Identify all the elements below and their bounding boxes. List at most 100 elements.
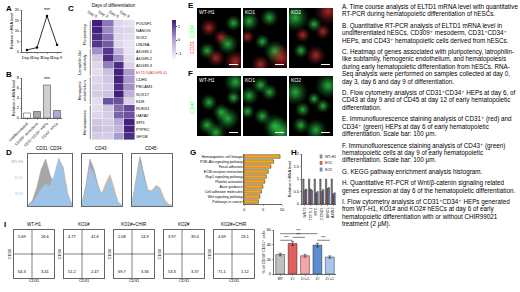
svg-text:CD34: CD34 xyxy=(7,248,12,259)
svg-text:***: *** xyxy=(321,235,326,240)
svg-text:ADGRL2: ADGRL2 xyxy=(136,56,153,61)
svg-text:Rap1 signaling pathway: Rap1 signaling pathway xyxy=(206,175,243,179)
svg-text:10: 10 xyxy=(15,28,20,33)
svg-text:ADGRL3: ADGRL3 xyxy=(136,63,153,68)
svg-text:26.6: 26.6 xyxy=(41,234,50,239)
svg-text:LIN28A: LIN28A xyxy=(136,42,150,47)
svg-text:WT: WT xyxy=(277,277,283,281)
svg-text:SOX2: SOX2 xyxy=(136,35,147,40)
svg-text:3.41: 3.41 xyxy=(41,269,50,274)
svg-text:KO1: KO1 xyxy=(325,161,332,165)
svg-text:CD31⁺CD34⁺ HEPs: CD31⁺CD34⁺ HEPs xyxy=(23,122,49,148)
svg-text:0: 0 xyxy=(269,271,272,276)
svg-text:2.47: 2.47 xyxy=(91,269,100,274)
svg-text:0: 0 xyxy=(297,201,300,206)
svg-text:B: B xyxy=(6,70,12,79)
svg-text:51.2: 51.2 xyxy=(68,269,77,274)
svg-text:Day 3: Day 3 xyxy=(32,55,43,60)
svg-text:CD31: CD31 xyxy=(79,278,90,283)
svg-text:POU5F1: POU5F1 xyxy=(136,21,152,26)
svg-text:20: 20 xyxy=(267,257,272,262)
svg-text:4.69: 4.69 xyxy=(218,234,227,239)
svg-text:A: A xyxy=(6,4,12,13)
svg-text:KO2#: KO2# xyxy=(178,222,190,227)
svg-text:1: 1 xyxy=(178,24,181,29)
svg-text:Undifferentiated: Undifferentiated xyxy=(8,122,29,143)
svg-text:KDR: KDR xyxy=(136,99,145,104)
svg-text:10: 10 xyxy=(280,207,285,212)
svg-text:RUNX1: RUNX1 xyxy=(136,106,150,111)
svg-text:Days of differentiation: Days of differentiation xyxy=(92,3,136,8)
svg-text:24.9: 24.9 xyxy=(141,234,150,239)
svg-text:ADGRL1: ADGRL1 xyxy=(136,49,153,54)
svg-text:2.08: 2.08 xyxy=(118,234,127,239)
svg-text:***: *** xyxy=(44,76,50,82)
svg-text:% of CD34⁺CD31⁺ cells: % of CD34⁺CD31⁺ cells xyxy=(261,231,266,274)
svg-text:H: H xyxy=(291,148,297,157)
svg-text:CCND1: CCND1 xyxy=(320,208,324,220)
svg-text:5: 5 xyxy=(17,39,20,44)
svg-text:5: 5 xyxy=(262,207,265,212)
svg-text:15: 15 xyxy=(15,18,20,23)
svg-text:1: 1 xyxy=(297,176,300,181)
svg-text:41.6: 41.6 xyxy=(91,234,100,239)
svg-text:Latrophilin-likesubfamily: Latrophilin-likesubfamily xyxy=(78,50,87,74)
svg-text:PTPRC: PTPRC xyxy=(136,127,150,132)
svg-text:GFI1B: GFI1B xyxy=(136,134,148,139)
svg-text:NANOG: NANOG xyxy=(136,28,151,33)
svg-text:0: 0 xyxy=(17,49,20,54)
svg-text:Hematopoietic cell lineage: Hematopoietic cell lineage xyxy=(202,155,243,159)
svg-text:4: 4 xyxy=(17,95,20,100)
svg-text:Day 6: Day 6 xyxy=(108,9,120,19)
svg-text:60: 60 xyxy=(267,227,272,232)
svg-text:0: 0 xyxy=(17,115,20,120)
svg-text:KO2#+CHIR: KO2#+CHIR xyxy=(221,222,247,227)
svg-text:ECM-receptor interaction: ECM-receptor interaction xyxy=(204,170,243,174)
svg-text:CD34: CD34 xyxy=(107,248,112,259)
svg-text:Relative mRNA level: Relative mRNA level xyxy=(287,161,292,198)
svg-text:53.3: 53.3 xyxy=(168,269,177,274)
svg-text:I: I xyxy=(4,220,6,229)
svg-text:***: *** xyxy=(296,228,301,233)
svg-text:CD309⁺ mesoderm: CD309⁺ mesoderm xyxy=(14,122,39,147)
svg-text:MYC: MYC xyxy=(314,207,318,215)
svg-text:CD34: CD34 xyxy=(57,248,62,259)
svg-text:SOX17: SOX17 xyxy=(136,92,150,97)
svg-text:4.77: 4.77 xyxy=(68,234,77,239)
svg-text:CD31: CD31 xyxy=(29,278,40,283)
svg-text:WT-H1: WT-H1 xyxy=(11,159,24,164)
svg-text:69.7: 69.7 xyxy=(118,269,127,274)
svg-text:Axon guidance: Axon guidance xyxy=(220,185,243,189)
svg-text:0.5: 0.5 xyxy=(294,189,300,194)
svg-text:***: *** xyxy=(296,232,301,237)
svg-text:WNT3: WNT3 xyxy=(303,208,307,218)
svg-text:KO2: KO2 xyxy=(325,168,332,172)
svg-text:1#: 1# xyxy=(291,277,295,281)
svg-text:64.3: 64.3 xyxy=(18,269,27,274)
svg-text:KO1#: KO1# xyxy=(78,222,90,227)
svg-text:Day 9: Day 9 xyxy=(119,9,131,19)
svg-text:CDH5: CDH5 xyxy=(136,77,148,82)
svg-text:1#+C: 1#+C xyxy=(301,277,310,281)
svg-text:Day 0: Day 0 xyxy=(87,9,99,19)
svg-text:0: 0 xyxy=(178,37,181,42)
svg-text:Day 9: Day 9 xyxy=(52,55,63,60)
svg-text:***: *** xyxy=(44,7,50,13)
svg-text:PI3K-Akt signaling pathway: PI3K-Akt signaling pathway xyxy=(200,160,243,164)
svg-text:2#: 2# xyxy=(315,277,319,281)
svg-text:D: D xyxy=(6,148,12,157)
svg-text:Relative mRNA level: Relative mRNA level xyxy=(11,80,16,117)
svg-text:0: 0 xyxy=(243,207,246,212)
svg-text:Cell adhesion molecules: Cell adhesion molecules xyxy=(205,190,243,194)
svg-text:CD31: CD31 xyxy=(129,278,140,283)
svg-text:CD34: CD34 xyxy=(157,248,162,259)
svg-text:WT-H1: WT-H1 xyxy=(27,222,41,227)
svg-text:40: 40 xyxy=(267,242,272,247)
svg-text:2: 2 xyxy=(17,105,20,110)
svg-text:3.97: 3.97 xyxy=(168,234,177,239)
svg-text:PECAM1: PECAM1 xyxy=(136,84,153,89)
svg-text:Day 3: Day 3 xyxy=(98,9,110,19)
svg-text:G: G xyxy=(190,148,196,157)
svg-text:***: *** xyxy=(284,235,289,240)
svg-text:6: 6 xyxy=(17,85,20,90)
